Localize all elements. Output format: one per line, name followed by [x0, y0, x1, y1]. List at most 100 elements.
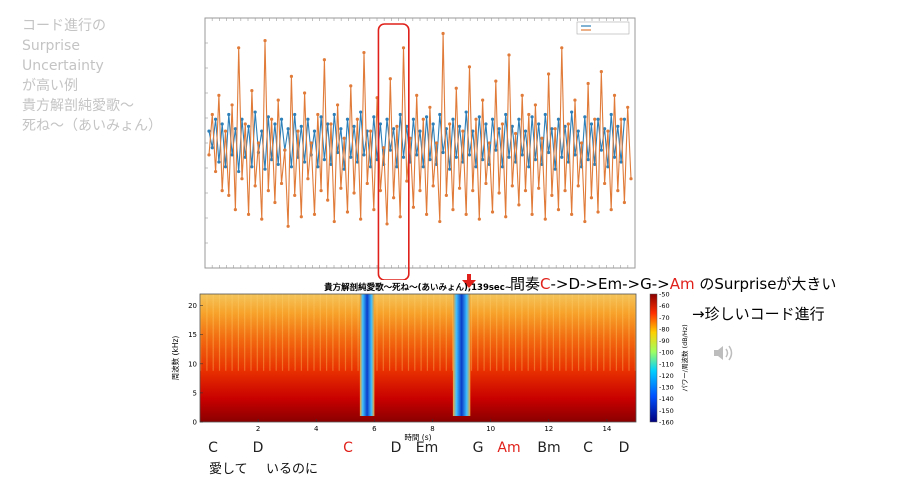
chord-label-7: Bm: [537, 440, 561, 456]
series-0-point: [546, 72, 551, 76]
series-0-point: [487, 141, 491, 145]
spectrogram-streak: [382, 294, 384, 371]
series-1-point: [260, 129, 264, 133]
series-1-point: [213, 117, 218, 121]
series-1-point: [451, 117, 455, 121]
series-0-point: [589, 196, 594, 200]
series-0-point: [322, 58, 326, 62]
series-0-point: [467, 65, 472, 69]
series-0-point: [520, 93, 524, 97]
spectrogram-image: [200, 294, 636, 422]
series-1-point: [286, 127, 290, 131]
series-0-point: [629, 177, 633, 181]
spectrogram-streak: [407, 294, 410, 371]
series-1-point: [263, 167, 267, 171]
spectrogram-streak: [540, 294, 542, 371]
series-1-point: [266, 115, 270, 119]
down-arrow-icon: [462, 274, 476, 288]
title-line-0: コード進行の: [22, 18, 106, 34]
series-0-point: [388, 77, 392, 81]
series-0-point: [583, 219, 587, 224]
series-0-point: [523, 189, 528, 193]
series-1-point: [550, 127, 554, 131]
series-0-point: [263, 39, 267, 43]
series-0-point: [527, 112, 531, 117]
spectrogram-streak: [200, 294, 202, 371]
series-1-point: [223, 165, 228, 169]
series-1-point: [273, 122, 277, 126]
series-0-point: [246, 212, 251, 216]
series-1-point: [563, 124, 567, 128]
series-1-point: [556, 117, 561, 121]
series-1-point: [431, 122, 435, 126]
series-0-point: [309, 141, 313, 145]
colorbar: [649, 293, 658, 423]
series-1-point: [619, 160, 623, 164]
series-0-point: [276, 98, 280, 102]
series-1-point: [306, 117, 310, 121]
series-0-point: [270, 117, 274, 121]
lyric-2: いるのに: [266, 462, 319, 477]
series-1-point: [293, 112, 297, 117]
series-1-point: [622, 117, 627, 121]
chord-label-0: C: [208, 440, 218, 456]
series-1-point: [418, 129, 422, 133]
series-0-point: [359, 217, 363, 221]
series-1-point: [438, 112, 442, 117]
series-0-point: [606, 129, 610, 133]
series-0-point: [576, 184, 580, 188]
spectrogram-streak: [250, 294, 252, 371]
colorbar-tick-label: -140: [659, 395, 674, 403]
series-0-point: [230, 103, 234, 107]
spectrogram-streak: [596, 294, 599, 371]
series-1-point: [520, 153, 524, 157]
series-0-point: [326, 198, 330, 202]
series-1-point: [543, 112, 547, 117]
colorbar-tick-label: -160: [659, 419, 674, 427]
series-0-point: [339, 186, 343, 190]
series-1-point: [537, 122, 541, 126]
interlude-annotation: 間奏C->D->Em->G->Am のSurpriseが大きい: [510, 273, 836, 294]
annotation-prefix: 間奏: [510, 275, 541, 293]
spectrogram-streak: [552, 294, 554, 371]
series-1-point: [240, 117, 244, 121]
series-1-point: [388, 148, 392, 152]
series-0-point: [507, 53, 511, 57]
spectrogram-streak: [546, 294, 548, 371]
series-1-point: [312, 129, 317, 133]
series-1-point: [250, 165, 254, 169]
series-1-point: [497, 127, 501, 131]
chord-label-2: C: [343, 440, 353, 456]
series-1-point: [481, 158, 485, 162]
series-0-point: [497, 191, 501, 195]
series-0-point: [626, 105, 630, 109]
series-0-point: [378, 189, 383, 193]
series-0-point: [411, 205, 416, 209]
series-0-point: [266, 189, 270, 193]
series-0-point: [319, 189, 323, 193]
spectrogram-streak: [263, 294, 265, 371]
series-0-point: [421, 117, 425, 121]
series-1-point: [527, 165, 531, 169]
spectrogram-streak: [565, 294, 567, 371]
series-0-point: [279, 181, 284, 186]
spectrogram-streak: [445, 294, 447, 371]
series-0-point: [471, 189, 475, 193]
series-1-point: [368, 165, 373, 169]
series-1-point: [329, 162, 333, 167]
speaker-icon[interactable]: [712, 343, 738, 363]
quiet-segment-0: [359, 294, 375, 416]
chord-progression: C D C D Em G Am Bm C D: [0, 440, 900, 460]
series-1-point: [428, 158, 432, 162]
series-1-point: [609, 112, 613, 117]
spectrogram-streak: [426, 294, 428, 371]
series-0-point: [217, 93, 221, 97]
series-0-point: [392, 196, 396, 200]
series-1-point: [237, 169, 241, 174]
colorbar-tick-label: -110: [659, 360, 674, 368]
spectrogram-streak: [439, 294, 441, 371]
series-1-point: [484, 122, 488, 126]
series-1-point: [603, 127, 607, 131]
spec-y-tick-label: 10: [188, 360, 197, 368]
spec-x-tick-label: 4: [314, 425, 319, 433]
